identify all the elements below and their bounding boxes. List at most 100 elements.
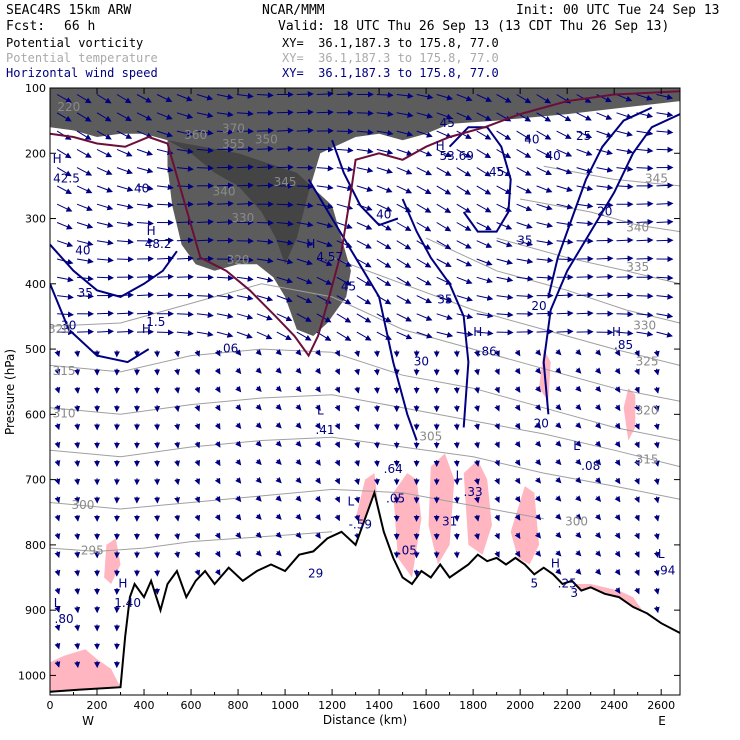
contour-label: .06 xyxy=(219,341,238,355)
contour-label: .85 xyxy=(614,338,633,352)
wind-vector xyxy=(74,551,81,559)
wind-vector xyxy=(174,423,181,431)
wind-vector xyxy=(396,185,413,194)
contour-label: 45 xyxy=(440,116,455,130)
wind-vector xyxy=(556,148,573,157)
contour-label: 35 xyxy=(437,292,452,306)
wind-vector xyxy=(594,495,602,502)
wind-vector xyxy=(74,533,81,541)
wind-vector xyxy=(276,276,294,284)
wind-vector xyxy=(76,328,94,335)
x-tick-label: 600 xyxy=(181,699,202,712)
contour-label: .05 xyxy=(386,492,405,506)
wind-vector xyxy=(653,532,660,540)
wind-vector xyxy=(596,255,614,262)
pv-contour-0 xyxy=(50,90,680,358)
wind-vector xyxy=(496,167,512,177)
wind-vector xyxy=(376,148,394,155)
wind-vector xyxy=(416,203,432,213)
y-tick-label: 800 xyxy=(25,539,46,552)
wind-vector xyxy=(474,350,480,358)
wind-vector xyxy=(514,367,521,375)
wind-vector xyxy=(636,255,654,262)
wind-vector xyxy=(295,349,302,356)
wind-vector xyxy=(196,112,214,119)
wind-vector xyxy=(96,257,114,264)
wind-vector xyxy=(216,219,234,226)
wind-vector xyxy=(316,184,334,191)
wind-vector xyxy=(416,185,432,195)
wind-vector xyxy=(136,202,154,209)
wind-vector xyxy=(456,203,472,213)
wind-vector xyxy=(356,240,372,249)
wind-vector xyxy=(436,258,452,267)
wind-vector xyxy=(354,405,360,412)
wind-vector xyxy=(575,349,582,356)
wind-vector xyxy=(136,220,154,227)
wind-vector xyxy=(296,221,314,228)
wind-vector xyxy=(256,295,274,302)
pink-region-0 xyxy=(50,649,121,692)
wind-vector xyxy=(54,386,61,394)
wind-vector xyxy=(116,203,134,210)
wind-vector xyxy=(235,367,242,375)
wind-vector xyxy=(494,478,500,485)
contour-label: 315 xyxy=(53,364,76,378)
contour-label: H xyxy=(551,557,560,571)
y-axis-title: Pressure (hPa) xyxy=(3,349,17,435)
wind-vector xyxy=(534,440,542,448)
wind-vector xyxy=(634,496,640,504)
wind-vector xyxy=(275,476,282,484)
wind-vector xyxy=(534,385,542,393)
wind-vector xyxy=(174,405,181,413)
contour-label: 340 xyxy=(213,185,236,199)
wind-vector xyxy=(214,477,221,485)
wind-vector xyxy=(56,222,73,230)
wind-vector xyxy=(636,94,653,101)
wind-vector xyxy=(653,423,660,431)
wind-vector xyxy=(456,94,473,102)
wind-vector xyxy=(275,513,282,520)
wind-vector xyxy=(555,513,562,520)
contour-label: H xyxy=(612,325,621,339)
wind-vector xyxy=(494,350,500,357)
wind-vector xyxy=(256,127,274,134)
wind-vector xyxy=(236,164,254,171)
wind-vector xyxy=(156,329,174,336)
wind-vector xyxy=(396,258,412,268)
wind-vector xyxy=(256,238,274,245)
wind-vector xyxy=(275,531,282,539)
contour-label: 40 xyxy=(134,181,149,195)
wind-vector xyxy=(534,477,542,484)
wind-vector xyxy=(74,350,81,358)
contour-label: .94 xyxy=(656,563,675,577)
wind-vector xyxy=(194,350,201,357)
contour-label: H xyxy=(473,325,482,339)
wind-vector xyxy=(256,313,273,321)
wind-vector xyxy=(556,292,574,299)
wind-vector xyxy=(456,167,472,177)
wind-vector xyxy=(174,496,181,504)
wind-vector xyxy=(474,423,480,431)
wind-vector xyxy=(354,368,360,376)
wind-vector xyxy=(656,312,674,319)
wind-vector xyxy=(614,367,621,375)
wind-vector xyxy=(336,203,354,211)
contour-label: -.59 xyxy=(349,518,372,532)
wind-vector xyxy=(536,94,552,104)
wind-vector xyxy=(334,459,340,467)
wind-vector xyxy=(614,514,621,521)
wind-vector xyxy=(156,112,173,120)
wind-vector xyxy=(356,167,374,173)
wind-vector xyxy=(536,239,554,246)
wind-vector xyxy=(575,403,582,411)
contour-label: H xyxy=(53,152,62,166)
wind-vector xyxy=(76,293,94,300)
wind-vector xyxy=(373,478,380,486)
wind-vector xyxy=(235,477,242,484)
wind-vector xyxy=(373,368,380,376)
wind-vector xyxy=(314,532,321,539)
wind-vector xyxy=(576,112,592,121)
wind-vector xyxy=(356,313,372,323)
wind-vector xyxy=(54,569,61,577)
